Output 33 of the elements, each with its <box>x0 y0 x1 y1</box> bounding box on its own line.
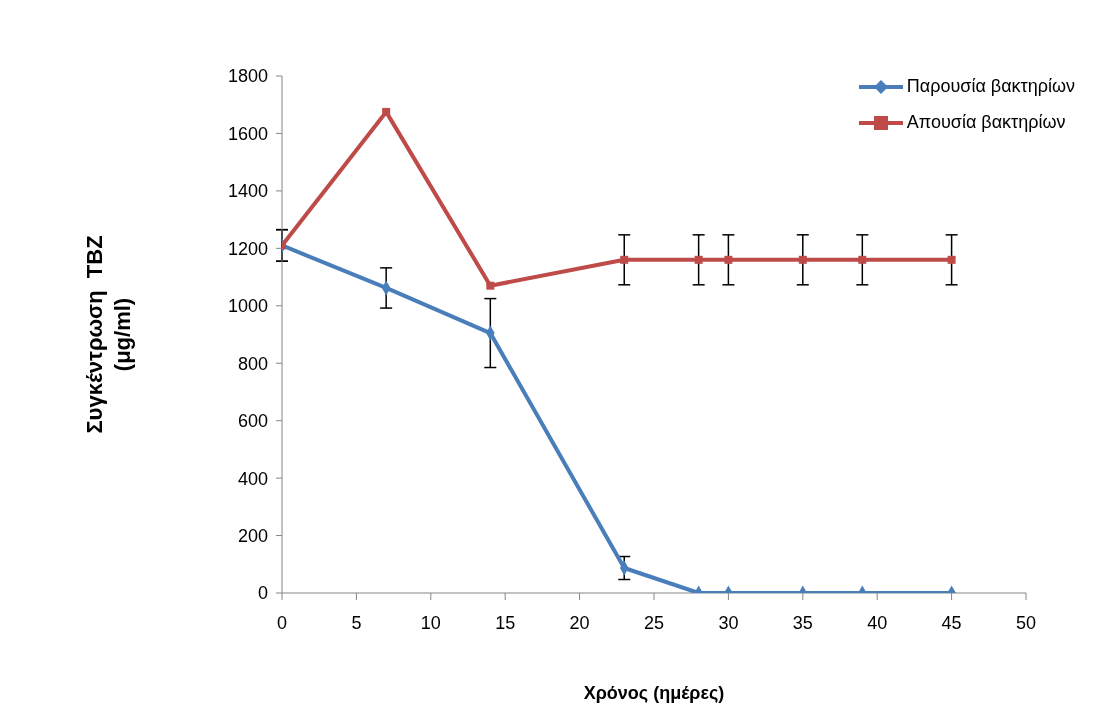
y-tick-label: 1800 <box>227 66 268 87</box>
y-tick-label: 400 <box>237 468 268 489</box>
y-tick-label: 800 <box>237 353 268 374</box>
y-tick-label: 200 <box>237 525 268 546</box>
x-tick-label: 40 <box>867 612 888 633</box>
x-tick-label: 45 <box>941 612 962 633</box>
y-axis-title: Συγκέντρωση TBZ (μg/ml) <box>82 235 135 434</box>
legend-label: Παρουσία βακτηρίων <box>906 76 1075 96</box>
point <box>858 255 867 264</box>
x-tick-label: 25 <box>643 612 665 633</box>
point <box>798 255 807 264</box>
point <box>382 107 391 116</box>
y-tick-label: 1400 <box>227 181 268 202</box>
x-tick-label: 5 <box>351 612 362 633</box>
point <box>724 255 733 264</box>
x-tick-label: 0 <box>276 612 288 633</box>
x-tick-label: 50 <box>1015 612 1037 633</box>
y-tick-label: 0 <box>257 583 268 604</box>
y-tick-label: 600 <box>237 411 268 432</box>
x-tick-label: 15 <box>495 612 516 633</box>
x-tick-label: 30 <box>718 612 739 633</box>
legend-label: Απουσία βακτηρίων <box>906 112 1066 132</box>
y-tick-label: 1000 <box>227 296 268 317</box>
y-tick-label: 1600 <box>227 123 268 144</box>
x-axis-title: Χρόνος (ημέρες) <box>583 683 725 703</box>
point <box>947 255 956 264</box>
x-tick-label: 10 <box>420 612 441 633</box>
point <box>694 255 703 264</box>
point <box>486 281 495 290</box>
x-tick-label: 35 <box>792 612 813 633</box>
x-tick-label: 20 <box>569 612 590 633</box>
y-tick-label: 1200 <box>227 238 268 259</box>
point <box>620 255 629 264</box>
